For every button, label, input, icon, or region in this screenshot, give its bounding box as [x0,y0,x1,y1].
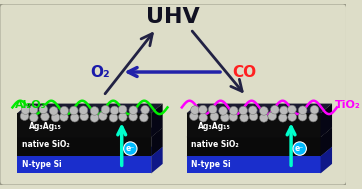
Circle shape [129,112,138,121]
Circle shape [240,113,248,122]
Circle shape [101,105,110,114]
Text: native SiO₂: native SiO₂ [191,140,239,149]
Polygon shape [17,113,151,137]
Circle shape [229,113,237,121]
Text: Al₂O₃: Al₂O₃ [15,100,47,110]
Circle shape [249,112,258,121]
Polygon shape [17,104,163,113]
Circle shape [124,142,137,155]
Circle shape [51,113,60,122]
Circle shape [70,106,78,115]
Circle shape [199,113,207,122]
Circle shape [220,113,229,122]
Circle shape [140,113,148,122]
Circle shape [293,142,306,155]
Circle shape [109,113,118,122]
Polygon shape [186,104,332,113]
Text: Ag₃Ag₁₅: Ag₃Ag₁₅ [198,122,231,131]
Circle shape [129,106,138,115]
Circle shape [20,112,29,120]
Circle shape [60,106,69,115]
Text: UHV: UHV [146,8,200,27]
Text: e⁻: e⁻ [295,144,304,153]
Circle shape [310,105,319,114]
Circle shape [248,106,257,115]
Polygon shape [17,147,163,156]
Polygon shape [17,156,151,174]
Circle shape [90,114,99,122]
Circle shape [79,106,88,115]
Polygon shape [186,137,321,156]
Text: TiO₂: TiO₂ [335,100,361,110]
Circle shape [309,113,317,122]
Circle shape [98,112,107,120]
Text: CO: CO [232,64,256,80]
Circle shape [268,112,277,120]
FancyBboxPatch shape [0,3,348,186]
Circle shape [49,107,58,115]
Circle shape [260,114,268,122]
Circle shape [191,106,199,114]
Polygon shape [186,147,332,156]
Polygon shape [321,147,332,174]
Circle shape [110,106,119,115]
Text: N-type Si: N-type Si [22,160,62,169]
Circle shape [60,113,68,121]
Circle shape [298,112,307,121]
Circle shape [270,105,279,114]
Circle shape [210,112,219,121]
Polygon shape [186,128,332,137]
Text: native SiO₂: native SiO₂ [22,140,70,149]
Polygon shape [151,104,163,137]
Circle shape [298,106,307,115]
Circle shape [190,112,198,120]
Circle shape [239,106,248,115]
Text: N-type Si: N-type Si [191,160,231,169]
Circle shape [90,107,99,115]
Circle shape [230,106,238,115]
Polygon shape [17,137,151,156]
Polygon shape [151,147,163,174]
Polygon shape [321,128,332,156]
Circle shape [41,112,49,121]
Circle shape [21,106,30,114]
Circle shape [219,107,227,115]
Polygon shape [151,128,163,156]
Circle shape [288,113,296,121]
Text: O₂: O₂ [90,64,110,80]
Circle shape [199,105,207,114]
Polygon shape [321,104,332,137]
Circle shape [29,105,38,114]
Circle shape [71,113,79,122]
Text: e⁻: e⁻ [126,144,135,153]
Circle shape [279,106,288,115]
Circle shape [141,105,150,114]
Circle shape [288,105,296,114]
Circle shape [118,113,127,121]
Circle shape [39,105,48,114]
Polygon shape [186,113,321,137]
Polygon shape [17,128,163,137]
Text: Ag₃Ag₁₅: Ag₃Ag₁₅ [29,122,62,131]
Circle shape [209,105,217,114]
Circle shape [118,105,127,114]
Polygon shape [186,156,321,174]
Circle shape [29,113,38,122]
Circle shape [278,113,287,122]
Circle shape [80,112,88,121]
Circle shape [260,107,268,115]
